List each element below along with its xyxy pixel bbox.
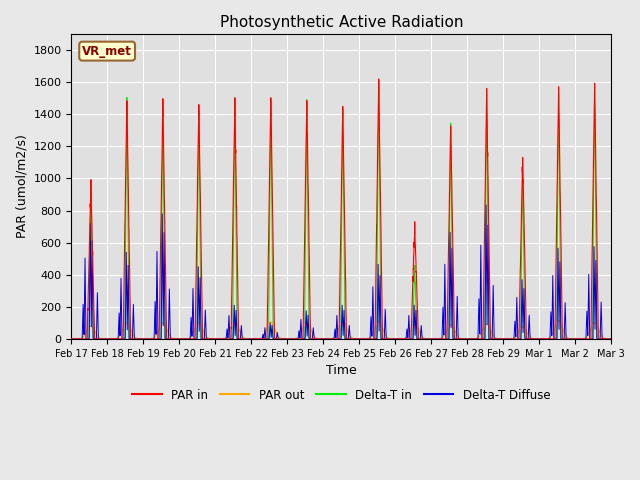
X-axis label: Time: Time bbox=[326, 364, 356, 377]
Y-axis label: PAR (umol/m2/s): PAR (umol/m2/s) bbox=[15, 134, 28, 239]
Legend: PAR in, PAR out, Delta-T in, Delta-T Diffuse: PAR in, PAR out, Delta-T in, Delta-T Dif… bbox=[127, 384, 555, 406]
Text: VR_met: VR_met bbox=[82, 45, 132, 58]
Title: Photosynthetic Active Radiation: Photosynthetic Active Radiation bbox=[220, 15, 463, 30]
